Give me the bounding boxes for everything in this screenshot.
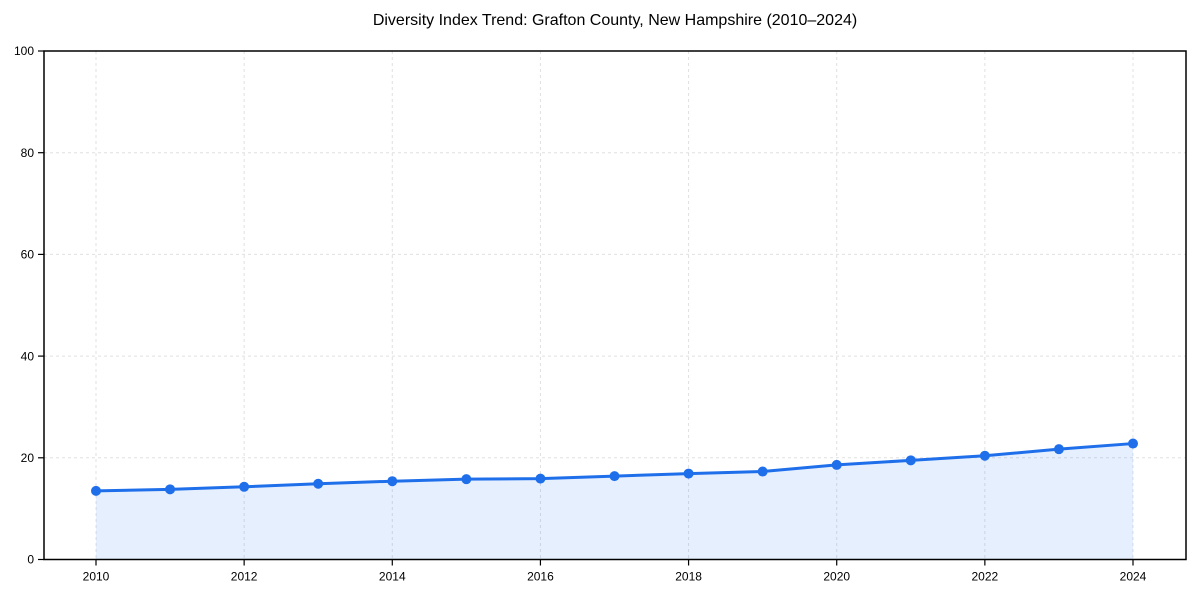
plot-border xyxy=(43,50,1187,561)
data-point-marker xyxy=(683,468,694,479)
data-points xyxy=(91,438,1138,496)
data-point-marker xyxy=(905,455,916,466)
y-tick-label: 40 xyxy=(21,349,35,363)
data-point-marker xyxy=(1053,444,1064,455)
y-tick-label: 80 xyxy=(21,146,35,160)
y-tick-label: 100 xyxy=(14,44,34,58)
data-point-marker xyxy=(831,459,842,470)
x-tick-label: 2010 xyxy=(83,570,110,584)
y-tick-label: 60 xyxy=(21,248,35,262)
x-tick-label: 2020 xyxy=(823,570,850,584)
y-tick-label: 0 xyxy=(27,553,34,567)
x-tick-label: 2012 xyxy=(231,570,258,584)
x-tick-label: 2018 xyxy=(675,570,702,584)
data-point-marker xyxy=(979,450,990,461)
x-tick-label: 2016 xyxy=(527,570,554,584)
x-tick-label: 2024 xyxy=(1120,570,1147,584)
area-fill xyxy=(96,443,1133,560)
data-point-marker xyxy=(165,484,176,495)
x-tick-label: 2022 xyxy=(972,570,999,584)
data-point-marker xyxy=(1128,438,1138,449)
chart-title: Diversity Index Trend: Grafton County, N… xyxy=(372,12,858,29)
data-point-marker xyxy=(91,485,101,496)
y-tick-label: 20 xyxy=(21,451,35,465)
y-axis: 0 20 40 60 80 100 xyxy=(14,44,44,567)
data-point-marker xyxy=(461,474,472,485)
x-axis: 2010 2012 2014 2016 2018 2020 2022 2024 xyxy=(83,559,1147,584)
x-tick-label: 2014 xyxy=(379,570,406,584)
data-point-marker xyxy=(609,471,620,482)
data-point-marker xyxy=(239,481,250,492)
data-point-marker xyxy=(757,466,768,477)
data-point-marker xyxy=(387,476,398,487)
data-point-marker xyxy=(535,473,546,484)
data-point-marker xyxy=(313,478,324,489)
